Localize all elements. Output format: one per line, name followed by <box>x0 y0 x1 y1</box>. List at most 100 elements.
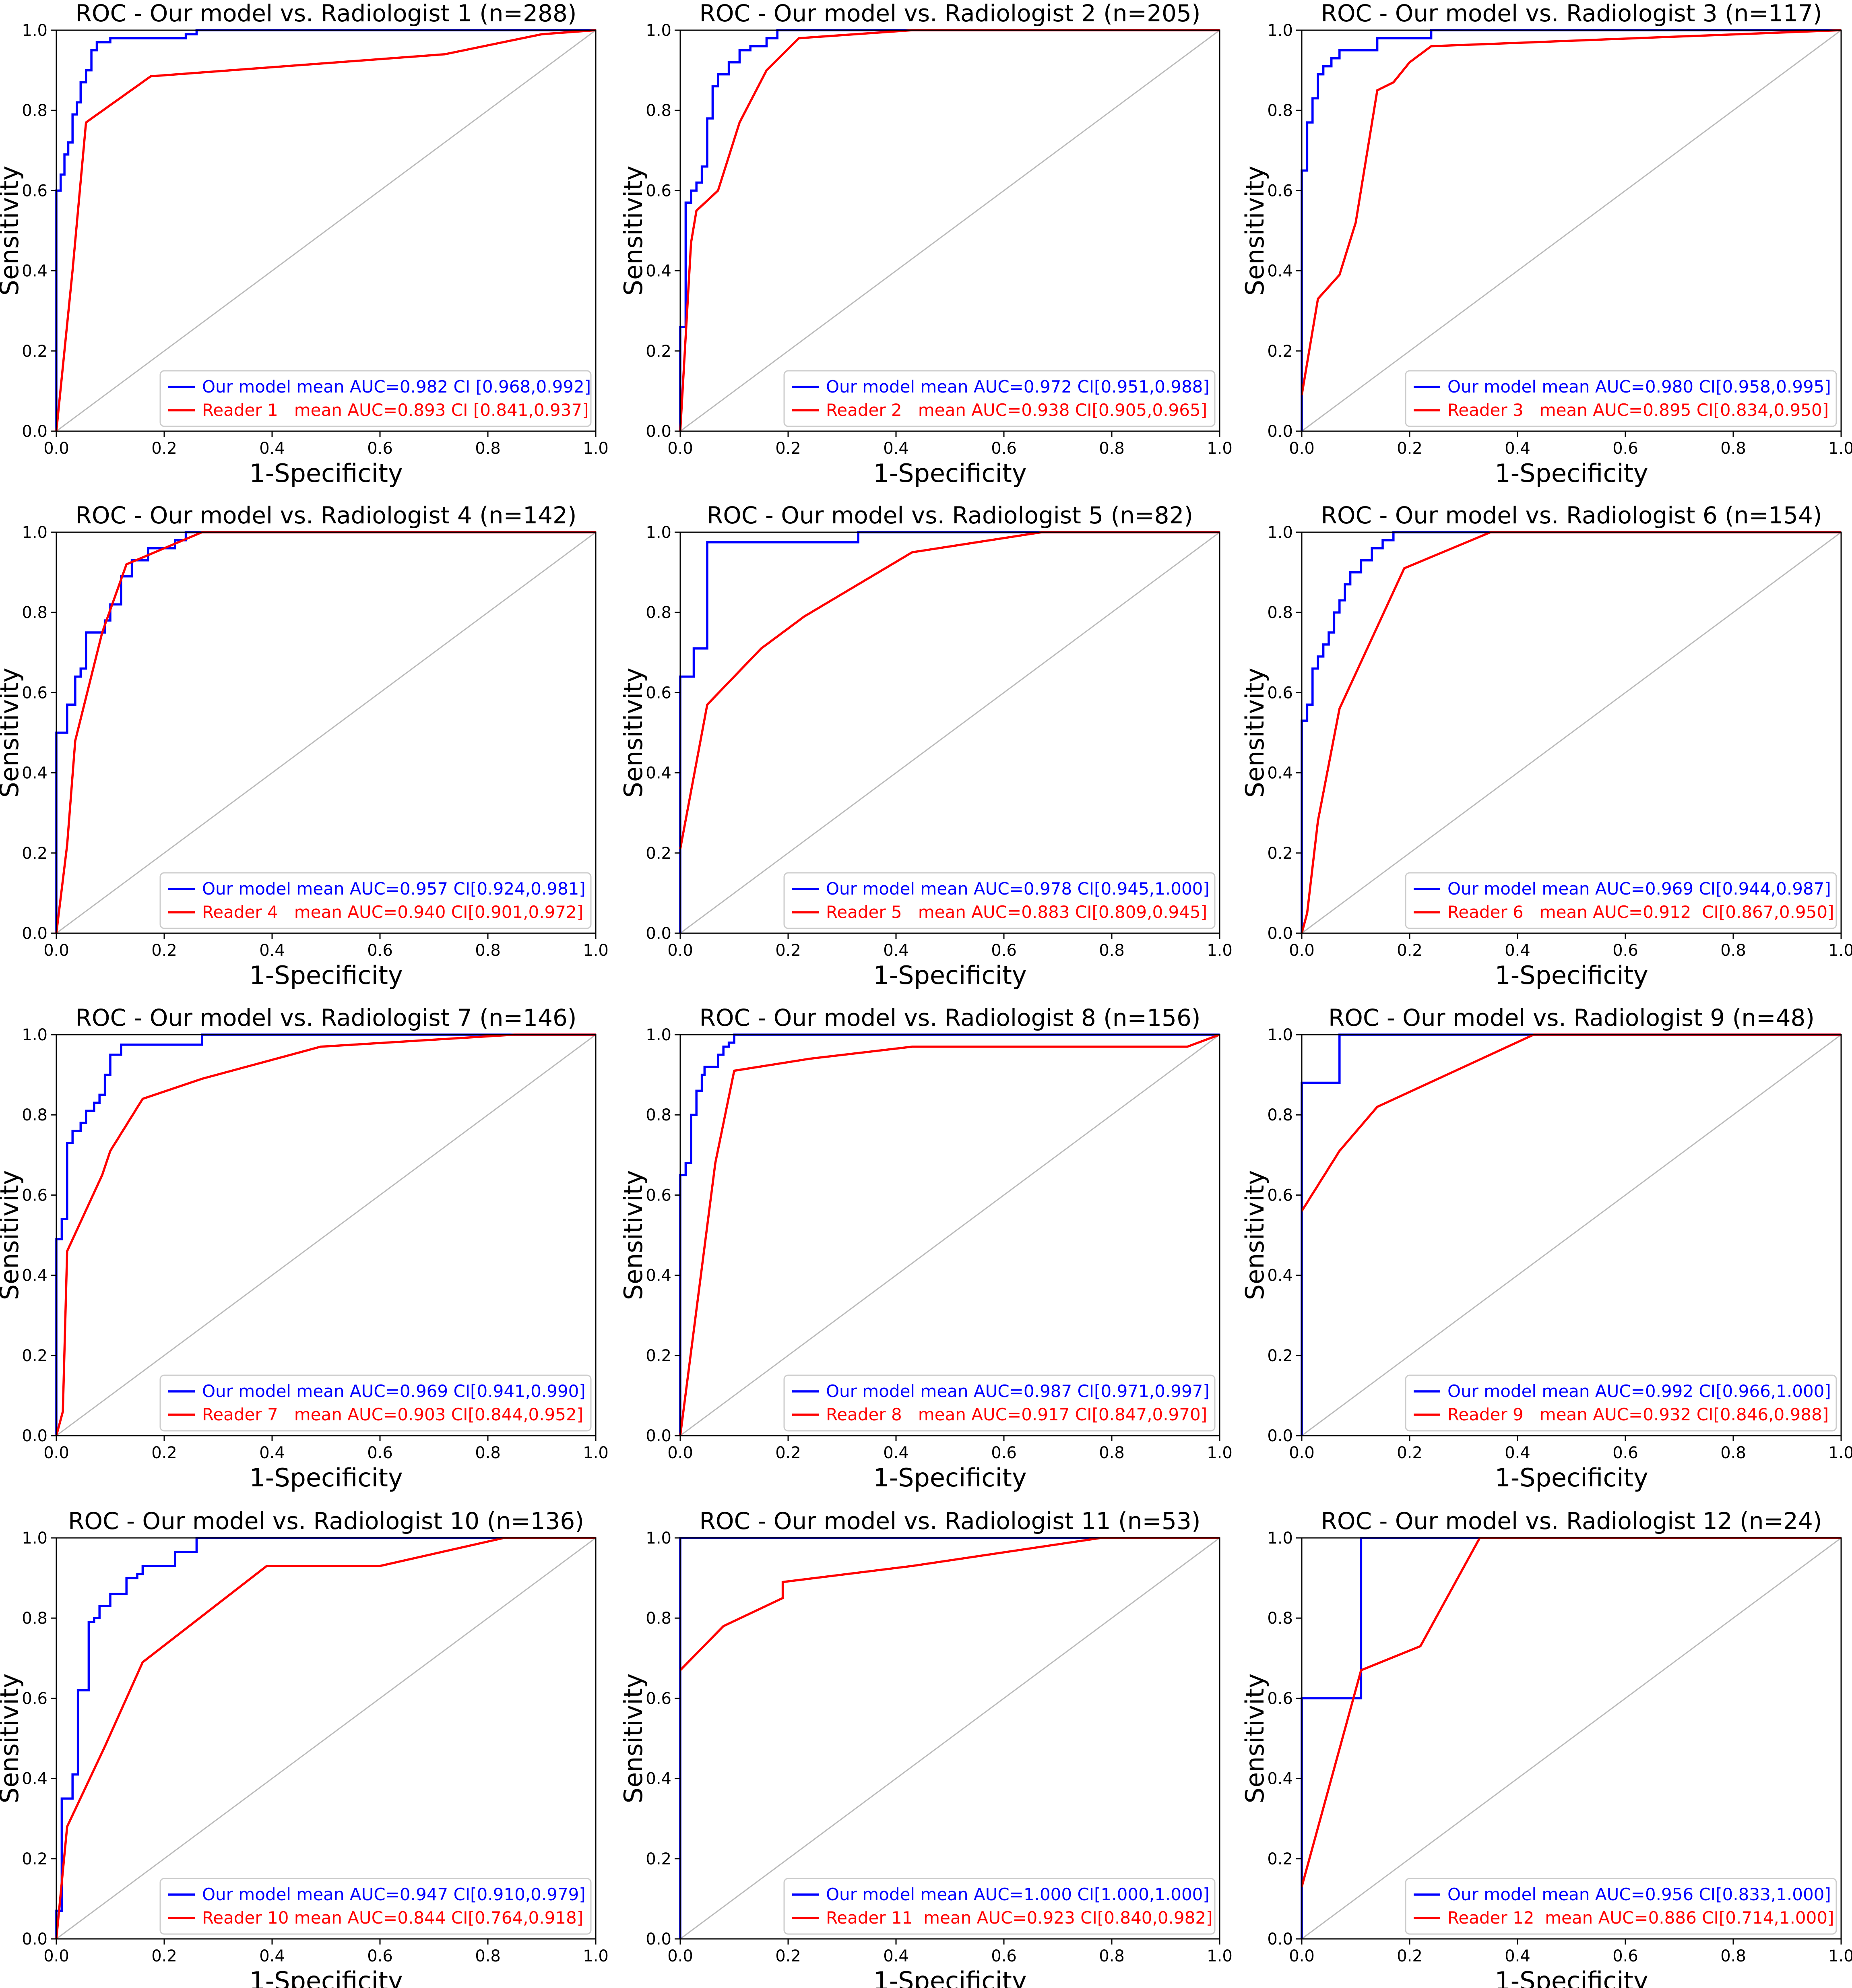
x-tick-label: 0.0 <box>43 439 69 458</box>
y-tick-label: 0.2 <box>1267 342 1293 361</box>
legend-label: Reader 8 mean AUC=0.917 CI[0.847,0.970] <box>826 1405 1207 1424</box>
chart-title: ROC - Our model vs. Radiologist 2 (n=205… <box>700 0 1201 27</box>
legend: Our model mean AUC=0.987 CI[0.971,0.997]… <box>783 1374 1216 1432</box>
y-tick-label: 0.6 <box>646 684 671 702</box>
y-tick-label: 1.0 <box>22 21 47 40</box>
y-tick-label: 0.0 <box>646 1427 671 1445</box>
y-axis-label: Sensitivity <box>1240 1170 1270 1300</box>
y-tick-label: 0.4 <box>22 1770 47 1788</box>
x-tick-label: 1.0 <box>1207 1444 1233 1462</box>
y-tick-label: 0.6 <box>1267 1689 1293 1708</box>
chart-title: ROC - Our model vs. Radiologist 1 (n=288… <box>76 0 577 27</box>
diagonal-reference-line <box>680 29 1220 432</box>
legend-box <box>783 370 1216 427</box>
y-tick-label: 1.0 <box>22 523 47 542</box>
y-tick-label: 1.0 <box>646 21 671 40</box>
x-tick-label: 0.4 <box>1505 439 1530 458</box>
x-tick-label: 1.0 <box>583 1444 609 1462</box>
chart-title: ROC - Our model vs. Radiologist 11 (n=53… <box>700 1507 1201 1535</box>
model-roc-curve <box>1301 531 1841 933</box>
x-axis-label: 1-Specificity <box>873 459 1026 488</box>
axes-frame <box>56 1034 597 1436</box>
legend-box <box>783 1374 1216 1432</box>
legend-label: Reader 3 mean AUC=0.895 CI[0.834,0.950] <box>1447 400 1829 420</box>
y-tick-label: 0.8 <box>646 1609 671 1628</box>
y-tick-label: 1.0 <box>646 523 671 542</box>
chart-title: ROC - Our model vs. Radiologist 3 (n=117… <box>1321 0 1822 27</box>
x-axis-label: 1-Specificity <box>873 1966 1026 1988</box>
x-tick-label: 0.8 <box>1099 1947 1125 1965</box>
x-tick-label: 1.0 <box>1828 1444 1852 1462</box>
y-tick-label: 0.8 <box>646 603 671 622</box>
axes-frame <box>56 29 597 432</box>
x-tick-label: 0.0 <box>667 439 693 458</box>
y-tick-label: 0.4 <box>22 764 47 783</box>
y-tick-label: 0.8 <box>1267 603 1293 622</box>
x-tick-label: 0.8 <box>475 941 501 960</box>
diagonal-reference-line <box>1301 531 1842 934</box>
reader-roc-curve <box>1301 29 1842 395</box>
y-tick-label: 1.0 <box>1267 21 1293 40</box>
roc-panel-3: ROC - Our model vs. Radiologist 3 (n=117… <box>1240 0 1852 488</box>
legend-label: Reader 6 mean AUC=0.912 CI[0.867,0.950] <box>1447 902 1834 922</box>
y-tick-label: 0.2 <box>1267 1850 1293 1868</box>
diagonal-reference-line <box>680 1537 1220 1940</box>
x-tick-label: 0.6 <box>991 1947 1017 1965</box>
x-tick-label: 0.4 <box>883 1947 909 1965</box>
x-axis-label: 1-Specificity <box>873 961 1026 990</box>
diagonal-reference-line <box>680 531 1220 934</box>
y-tick-label: 0.6 <box>22 684 47 702</box>
y-axis-label: Sensitivity <box>619 1170 648 1300</box>
chart-title: ROC - Our model vs. Radiologist 12 (n=24… <box>1321 1507 1822 1535</box>
x-tick-label: 0.0 <box>1289 941 1315 960</box>
y-axis-label: Sensitivity <box>619 166 648 296</box>
chart-title: ROC - Our model vs. Radiologist 6 (n=154… <box>1321 502 1822 529</box>
x-tick-label: 1.0 <box>583 439 609 458</box>
roc-panel-7: ROC - Our model vs. Radiologist 7 (n=146… <box>0 1004 609 1492</box>
roc-panel-2: ROC - Our model vs. Radiologist 2 (n=205… <box>619 0 1233 488</box>
legend: Our model mean AUC=0.992 CI[0.966,1.000]… <box>1405 1374 1837 1432</box>
y-tick-label: 0.8 <box>22 1609 47 1628</box>
x-axis-label: 1-Specificity <box>1495 961 1648 990</box>
reader-roc-curve <box>679 29 1220 432</box>
model-roc-curve <box>55 1033 596 1436</box>
x-tick-label: 0.8 <box>475 1947 501 1965</box>
x-tick-label: 0.8 <box>1720 1947 1746 1965</box>
x-tick-label: 0.0 <box>43 1444 69 1462</box>
x-tick-label: 0.4 <box>883 1444 909 1462</box>
x-tick-label: 0.6 <box>991 1444 1017 1462</box>
y-tick-label: 0.0 <box>22 1930 47 1949</box>
legend-box <box>783 1878 1216 1935</box>
roc-panel-5: ROC - Our model vs. Radiologist 5 (n=82)… <box>619 502 1233 990</box>
legend: Our model mean AUC=0.969 CI[0.941,0.990]… <box>159 1374 592 1432</box>
legend-label: Our model mean AUC=0.972 CI[0.951,0.988] <box>826 377 1210 397</box>
legend: Our model mean AUC=0.972 CI[0.951,0.988]… <box>783 370 1216 427</box>
y-axis-label: Sensitivity <box>0 1170 24 1300</box>
chart-title: ROC - Our model vs. Radiologist 8 (n=156… <box>700 1004 1201 1031</box>
legend-box <box>159 1374 592 1432</box>
axes-frame <box>1301 1537 1842 1940</box>
y-tick-label: 0.8 <box>22 101 47 120</box>
reader-roc-curve <box>55 1537 596 1939</box>
y-tick-label: 0.0 <box>646 422 671 441</box>
y-tick-label: 0.0 <box>22 924 47 943</box>
x-tick-label: 0.0 <box>667 941 693 960</box>
axes-frame <box>56 531 597 934</box>
y-tick-label: 0.6 <box>22 182 47 200</box>
y-tick-label: 0.8 <box>646 101 671 120</box>
reader-roc-curve <box>679 1537 1220 1671</box>
x-axis-label: 1-Specificity <box>249 1966 403 1988</box>
y-tick-label: 0.6 <box>646 1689 671 1708</box>
x-tick-label: 0.2 <box>151 439 177 458</box>
y-tick-label: 0.2 <box>22 844 47 863</box>
legend-label: Reader 10 mean AUC=0.844 CI[0.764,0.918] <box>202 1908 583 1928</box>
y-tick-label: 0.4 <box>1267 262 1293 281</box>
y-tick-label: 1.0 <box>646 1529 671 1548</box>
x-tick-label: 0.6 <box>367 1947 393 1965</box>
axes-frame <box>1301 29 1842 432</box>
y-tick-label: 1.0 <box>22 1529 47 1548</box>
legend-label: Reader 2 mean AUC=0.938 CI[0.905,0.965] <box>826 400 1207 420</box>
y-axis-label: Sensitivity <box>619 1674 648 1804</box>
axes-frame <box>1301 1034 1842 1436</box>
x-tick-label: 0.6 <box>367 439 393 458</box>
